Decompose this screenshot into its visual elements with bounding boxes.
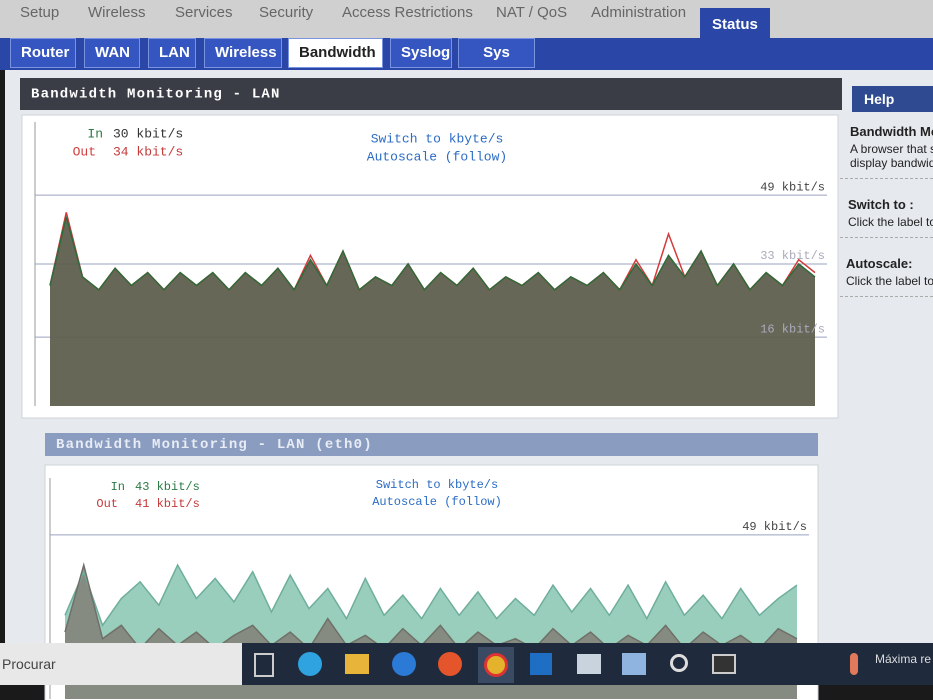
help-item: Bandwidth Mo A browser that s display band… (840, 120, 933, 179)
scale-label: 49 kbit/s (760, 180, 825, 194)
nav-tab[interactable]: NAT / QoS (496, 4, 568, 21)
icon[interactable] (298, 652, 322, 676)
sub-tab[interactable]: Syslog (390, 38, 452, 68)
taskbar: Procurar Máxima re (0, 643, 933, 685)
legend-label: Out (73, 144, 96, 159)
scale-label: 49 kbit/s (742, 520, 807, 534)
help-panel: Bandwidth Mo A browser that s display band… (840, 120, 933, 311)
autoscale[interactable]: Autoscale (follow) (372, 495, 502, 509)
icon[interactable] (478, 647, 514, 683)
sub-tab[interactable]: LAN (148, 38, 196, 68)
icon[interactable] (577, 654, 601, 674)
help-heading: Autoscale: (846, 256, 913, 271)
help-item: Switch to : Click the label to (840, 193, 933, 238)
help-text: A browser that s (850, 142, 933, 156)
help-text: display bandwid (850, 156, 933, 170)
traffic-line (64, 562, 798, 650)
icon[interactable] (670, 654, 688, 672)
nav-tab[interactable]: Wireless (88, 4, 146, 21)
scale-label: 16 kbit/s (760, 322, 825, 336)
sub-tab[interactable]: Wireless (204, 38, 282, 68)
section-header (20, 78, 842, 110)
legend-value: 30 kbit/s (113, 126, 183, 141)
legend-label: Out (96, 497, 118, 511)
traffic-line (64, 563, 798, 627)
help-item: Autoscale: Click the label to c (840, 252, 933, 297)
legend-label: In (87, 126, 103, 141)
icon (850, 653, 858, 675)
nav-tab[interactable]: Setup (20, 4, 60, 21)
section-header (45, 433, 818, 456)
legend-label: In (111, 480, 125, 494)
sub-tab[interactable]: Bandwidth (288, 38, 383, 68)
icon[interactable] (392, 652, 416, 676)
legend-value: 34 kbit/s (113, 144, 183, 159)
scale-label: 33 kbit/s (760, 249, 825, 263)
help-text: Click the label to (848, 215, 933, 229)
section-title: Bandwidth Monitoring - LAN (eth0) (56, 437, 373, 453)
icon[interactable] (712, 654, 736, 674)
nav-tab[interactable]: Status (700, 8, 770, 41)
sub-tab[interactable]: Router (10, 38, 76, 68)
autoscale[interactable]: Autoscale (follow) (367, 149, 507, 164)
nav-tab[interactable]: Services (175, 4, 233, 21)
nav-tab[interactable]: Security (259, 4, 314, 21)
help-heading: Switch to : (848, 197, 914, 212)
search-box[interactable]: Procurar (0, 643, 242, 685)
help-title: Help (852, 86, 933, 112)
help-heading: Bandwidth Mo (850, 124, 933, 139)
nav-tab[interactable]: Administration (591, 4, 687, 21)
sub-tab[interactable]: WAN (84, 38, 140, 68)
switch-units[interactable]: Switch to kbyte/s (371, 131, 504, 146)
help-text: Click the label to c (846, 274, 933, 288)
icon[interactable] (345, 654, 369, 674)
weather: Máxima re (875, 652, 932, 666)
traffic-area (50, 216, 815, 406)
icon[interactable] (438, 652, 462, 676)
section-title: Bandwidth Monitoring - LAN (31, 87, 281, 103)
top-nav: Setup Wireless Services Security Access Rest… (0, 0, 933, 41)
icon[interactable] (622, 653, 646, 675)
icon[interactable] (254, 653, 274, 677)
legend-value: 41 kbit/s (135, 497, 200, 511)
nav-tab[interactable]: Access Restrictions (342, 4, 473, 21)
icon[interactable] (530, 653, 552, 675)
legend-value: 43 kbit/s (135, 480, 200, 494)
switch-units[interactable]: Switch to kbyte/s (376, 478, 498, 492)
traffic-line (49, 216, 816, 292)
